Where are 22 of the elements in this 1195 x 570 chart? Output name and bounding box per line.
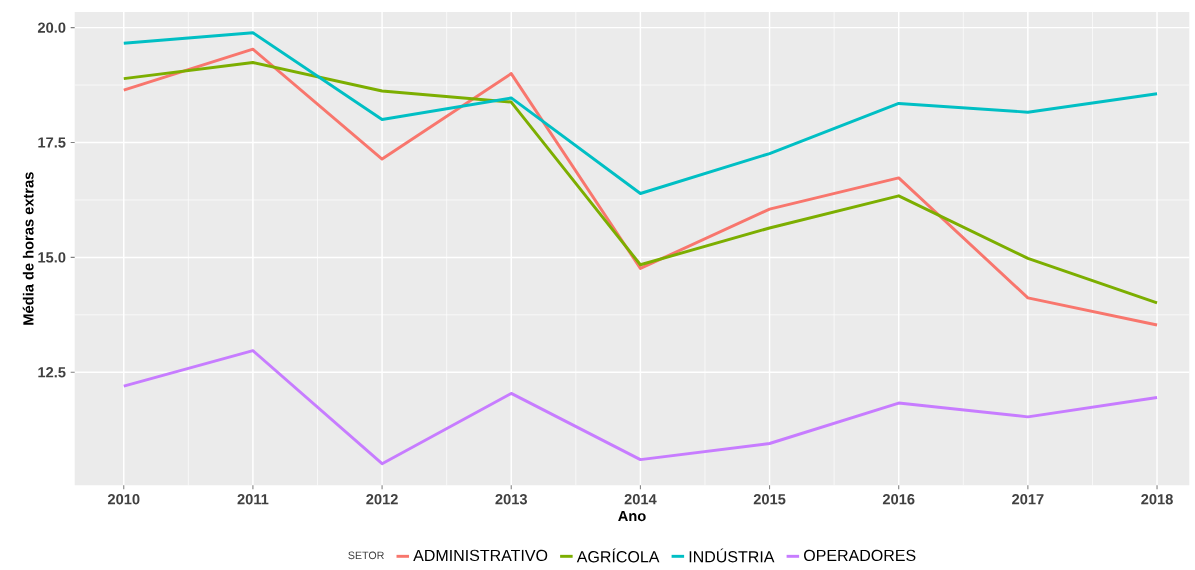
legend-label: ADMINISTRATIVO bbox=[413, 549, 548, 562]
y-axis-title: Média de horas extras bbox=[22, 172, 34, 325]
line-series bbox=[122, 31, 1159, 195]
y-tick-label: 15.0 bbox=[38, 252, 66, 263]
x-tick-label: 2010 bbox=[107, 494, 140, 505]
x-tick-label: 2017 bbox=[1012, 494, 1044, 505]
y-tick-label: 20.0 bbox=[37, 22, 66, 33]
line-series bbox=[122, 349, 1159, 466]
legend-label: INDÚSTRIA bbox=[689, 548, 775, 563]
x-tick-label: 2014 bbox=[624, 494, 657, 505]
legend-title: SETOR bbox=[348, 551, 384, 560]
x-tick-label: 2011 bbox=[237, 494, 269, 505]
x-axis-title: Ano bbox=[618, 510, 646, 522]
x-tick-label: 2012 bbox=[366, 494, 398, 505]
x-tick-label: 2016 bbox=[882, 494, 915, 505]
x-tick-label: 2013 bbox=[495, 494, 528, 505]
legend-label: AGRÍCOLA bbox=[576, 548, 660, 563]
legend-label: OPERADORES bbox=[804, 549, 916, 562]
x-tick-label: 2015 bbox=[753, 494, 786, 505]
y-tick-label: 17.5 bbox=[38, 137, 66, 148]
x-tick-label: 2018 bbox=[1141, 494, 1173, 505]
y-tick-label: 12.5 bbox=[38, 367, 66, 378]
